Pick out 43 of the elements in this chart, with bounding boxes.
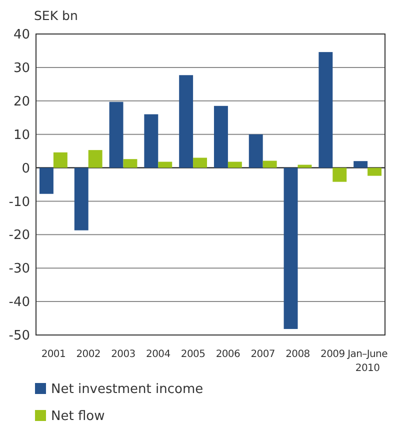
y-tick-label: 40: [13, 28, 30, 43]
y-tick-label: 0: [22, 161, 30, 176]
bar: [228, 162, 242, 168]
x-tick-label: 2008: [286, 349, 310, 360]
bar: [193, 158, 208, 168]
bar: [144, 114, 158, 168]
x-tick-label: 2005: [180, 349, 206, 360]
y-tick-label: 20: [13, 94, 30, 110]
bar: [262, 160, 277, 168]
x-tick-label: 2002: [76, 349, 100, 360]
y-tick-label: -20: [8, 228, 30, 244]
bar: [53, 152, 68, 168]
bar: [88, 150, 102, 168]
x-tick-label: 2006: [216, 349, 240, 360]
x-tick-label: 2004: [146, 349, 170, 360]
bar: [179, 75, 194, 168]
y-tick-label: 30: [13, 60, 30, 76]
x-tick-label: 2009: [320, 349, 345, 360]
bar: [248, 134, 263, 168]
y-tick-label: -10: [8, 194, 30, 210]
y-tick-label: 10: [13, 128, 30, 143]
bar: [284, 168, 298, 329]
x-tick-label: 2003: [111, 349, 136, 360]
bar: [318, 52, 333, 168]
bar: [74, 168, 88, 230]
x-tick-label: 2007: [250, 349, 275, 360]
bar: [158, 162, 172, 168]
bar: [298, 164, 312, 168]
x-tick-label: 2001: [41, 349, 66, 360]
bar: [214, 106, 228, 168]
y-tick-label: -40: [8, 295, 30, 310]
bar: [39, 168, 54, 194]
x-tick-label: Jan–June 2010: [346, 349, 388, 374]
y-axis-title: SEK bn: [34, 8, 78, 23]
bar: [109, 102, 124, 168]
y-tick-label: -50: [8, 328, 30, 344]
bar: [332, 168, 347, 182]
bar: [123, 159, 138, 168]
bar: [368, 168, 382, 176]
y-tick-label: -30: [8, 262, 30, 277]
legend-label: Net flow: [51, 409, 106, 424]
bar: [354, 161, 368, 168]
legend-label: Net investment income: [51, 382, 204, 397]
